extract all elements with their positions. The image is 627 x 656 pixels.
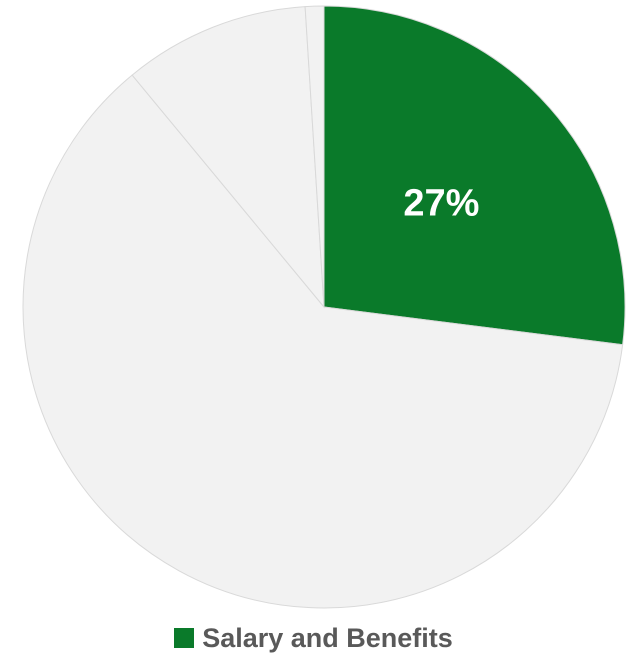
legend-swatch-salary-and-benefits bbox=[174, 628, 195, 648]
pie-slice-other-2 bbox=[131, 6, 325, 309]
pie-slice-other-3 bbox=[304, 5, 325, 308]
pie-slice-other-1 bbox=[22, 74, 624, 609]
legend-label-salary-and-benefits: Salary and Benefits bbox=[202, 622, 453, 653]
legend: Salary and Benefits bbox=[0, 620, 627, 656]
pie-slice-salary-and-benefits bbox=[323, 5, 626, 346]
pie-chart-svg: 27% bbox=[22, 5, 626, 609]
pie-slices bbox=[22, 5, 626, 609]
data-label-salary-and-benefits: 27% bbox=[403, 182, 479, 224]
pie-data-labels: 27% bbox=[403, 182, 479, 224]
